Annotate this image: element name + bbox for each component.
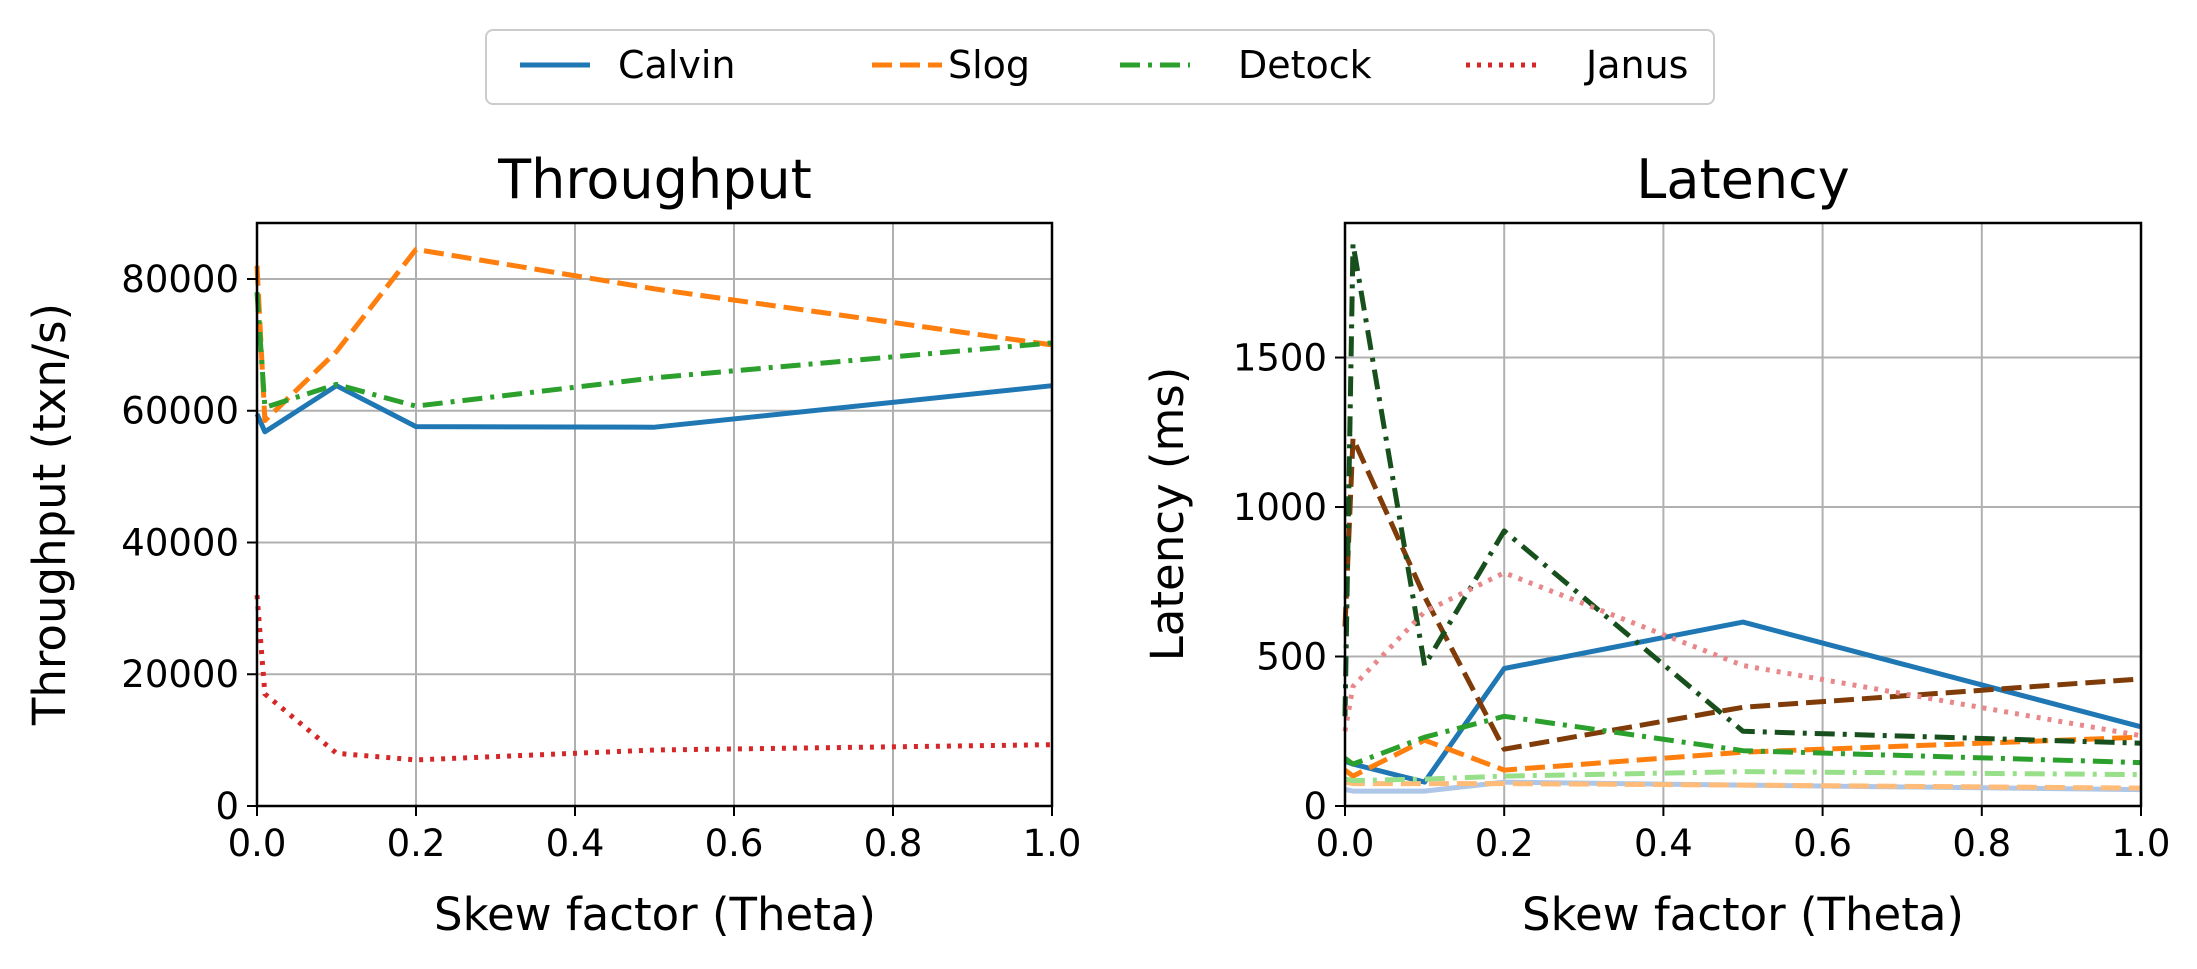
latency-xtick-label: 1.0 <box>2112 822 2171 865</box>
latency-series-7-line <box>1343 713 2142 767</box>
legend: Calvin Slog Detock Janus <box>485 29 1715 105</box>
throughput-grid <box>256 223 1053 807</box>
throughput-xtick-label: 0.2 <box>387 822 446 865</box>
throughput-xtick-label: 0.8 <box>864 822 923 865</box>
legend-entry-janus: Janus <box>1466 43 1688 87</box>
throughput-xtick-label: 0.4 <box>546 822 605 865</box>
throughput-ticks: 0.0 0.2 0.4 0.6 0.8 1.0 0 20000 40000 60000 80000 <box>121 258 1081 865</box>
throughput-series-detock-line <box>254 292 1053 410</box>
throughput-series-janus-line <box>254 595 1053 763</box>
legend-label-calvin: Calvin <box>618 43 736 87</box>
throughput-ytick-label: 40000 <box>121 521 239 564</box>
throughput-ytick-label: 0 <box>215 785 239 828</box>
latency-ytick-label: 500 <box>1256 636 1327 679</box>
throughput-title: Throughput <box>497 148 812 211</box>
latency-xlabel: Skew factor (Theta) <box>1522 888 1964 941</box>
latency-title: Latency <box>1636 148 1849 211</box>
throughput-ytick-label: 60000 <box>121 390 239 433</box>
latency-panel: Latency 0.0 0.2 0.4 0.6 0.8 1.0 0 500 1000 1500 S… <box>1141 148 2170 941</box>
latency-series-9-line <box>1342 570 2142 739</box>
latency-ticks: 0.0 0.2 0.4 0.6 0.8 1.0 0 500 1000 1500 <box>1233 337 2171 865</box>
legend-frame <box>485 29 1715 105</box>
latency-xtick-label: 0.2 <box>1475 822 1534 865</box>
latency-series-5-line <box>1342 435 2142 752</box>
latency-xtick-label: 0.0 <box>1316 822 1375 865</box>
legend-entry-calvin: Calvin <box>520 43 736 87</box>
latency-ytick-label: 1000 <box>1233 486 1327 529</box>
latency-series <box>1342 241 2142 794</box>
throughput-plot-frame <box>255 221 1054 808</box>
latency-xtick-label: 0.8 <box>1952 822 2011 865</box>
legend-entry-detock: Detock <box>1120 43 1372 87</box>
latency-series-3-line <box>1344 779 2142 791</box>
throughput-xtick-label: 1.0 <box>1023 822 1082 865</box>
throughput-xtick-label: 0.0 <box>228 822 287 865</box>
throughput-series-slog-line <box>254 246 1053 424</box>
throughput-xlabel: Skew factor (Theta) <box>434 888 876 941</box>
legend-entry-slog: Slog <box>872 43 1030 87</box>
throughput-series <box>254 246 1053 763</box>
throughput-ytick-label: 80000 <box>121 258 239 301</box>
throughput-ytick-label: 20000 <box>121 653 239 696</box>
legend-label-janus: Janus <box>1584 43 1688 87</box>
latency-series-4-line <box>1343 734 2142 779</box>
latency-xtick-label: 0.6 <box>1793 822 1852 865</box>
throughput-series-calvin-line <box>254 383 1053 435</box>
latency-plot-frame <box>1343 221 2143 808</box>
latency-ytick-label: 0 <box>1303 785 1327 828</box>
latency-ytick-label: 1500 <box>1233 337 1327 380</box>
latency-ylabel: Latency (ms) <box>1141 367 1194 662</box>
legend-label-slog: Slog <box>948 43 1030 87</box>
latency-series-6-line <box>1344 769 2142 784</box>
throughput-ylabel: Throughput (txn/s) <box>23 303 76 726</box>
latency-grid <box>1344 223 2142 807</box>
throughput-panel: Throughput 0.0 0.2 0.4 0.6 0.8 1.0 0 20000 40000… <box>23 148 1081 941</box>
legend-label-detock: Detock <box>1238 43 1372 87</box>
latency-xtick-label: 0.4 <box>1634 822 1693 865</box>
latency-series-8-line <box>1342 241 2142 746</box>
throughput-xtick-label: 0.6 <box>705 822 764 865</box>
